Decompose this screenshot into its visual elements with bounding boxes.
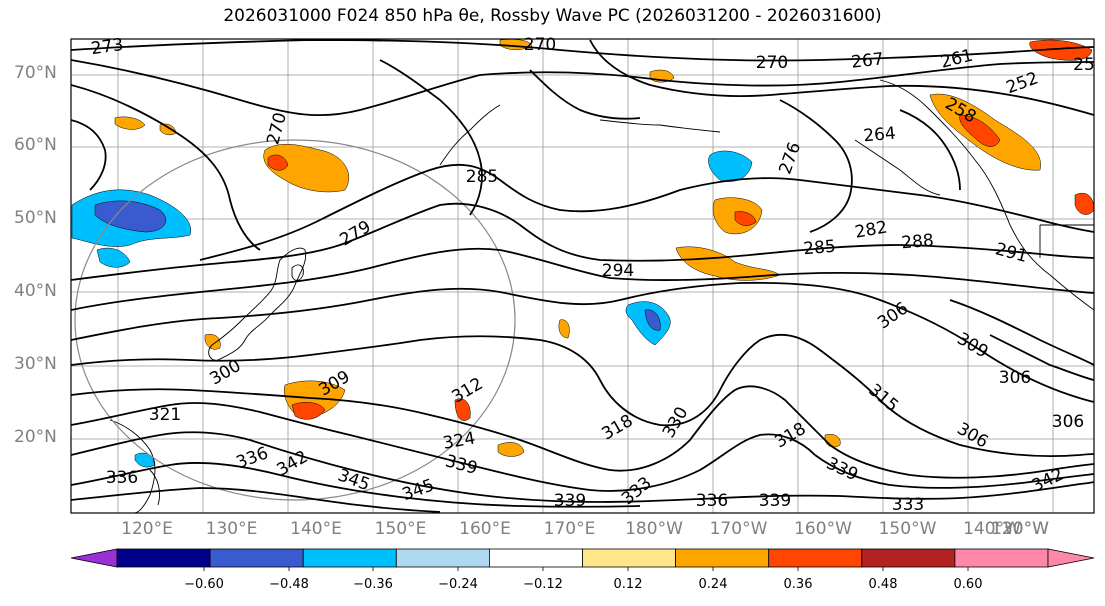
colorbar-tick-label: 0.12 (613, 577, 643, 592)
lon-label: 140°E (290, 519, 342, 539)
colorbar-tick-label: 0.24 (698, 577, 728, 592)
contour-label: 336 (696, 491, 728, 511)
contour-label: 306 (1052, 412, 1084, 432)
colorbar (70, 548, 1095, 571)
colorbar-tick-label: 0.60 (953, 577, 983, 592)
map-title: 2026031000 F024 850 hPa θe, Rossby Wave … (223, 6, 882, 26)
lon-label: 120°E (121, 519, 173, 539)
rossby-wave-circle (74, 139, 516, 501)
lon-label: 180°W (625, 519, 683, 539)
colorbar-bin (395, 548, 490, 568)
colorbar-bin (209, 548, 304, 568)
contour-label: 336 (106, 468, 138, 488)
colorbar-bin (582, 548, 676, 568)
contour-label: 25 (1073, 55, 1095, 75)
colorbar-bin (488, 548, 583, 568)
map-border (70, 38, 1095, 514)
lat-label: 70°N (14, 63, 57, 83)
lat-label: 40°N (14, 281, 57, 301)
contour-label: 339 (759, 491, 791, 511)
contour-label: 285 (466, 167, 498, 187)
lat-label: 20°N (14, 427, 57, 447)
coastlines (109, 79, 1094, 513)
contour-label: 333 (892, 495, 924, 515)
contour-label: 339 (554, 491, 586, 511)
lat-label: 60°N (14, 135, 57, 155)
colorbar-bin (954, 548, 1049, 568)
lon-label: 160°E (459, 519, 511, 539)
contour-label: 321 (149, 405, 181, 425)
lat-label: 30°N (14, 354, 57, 374)
theta-e-contours (71, 39, 1094, 513)
colorbar-tick-label: −0.60 (184, 577, 224, 592)
lon-label: 150°E (374, 519, 427, 539)
contour-label: 264 (863, 124, 897, 147)
contour-label: 270 (524, 35, 556, 55)
colorbar-bin (302, 548, 397, 568)
lon-label: 120°W (991, 519, 1049, 539)
contour-label: 267 (850, 49, 884, 72)
colorbar-tick-label: −0.36 (353, 577, 393, 592)
colorbar-min-extension (70, 548, 118, 568)
lon-label: 130°W (991, 519, 1049, 539)
lon-label: 140°W (963, 519, 1021, 539)
lon-label: 160°W (794, 519, 852, 539)
colorbar-tick-label: −0.24 (438, 577, 478, 592)
graticule (71, 39, 1094, 513)
lon-label: 170°E (543, 519, 596, 539)
lon-label: 170°W (709, 519, 768, 539)
contour-label: 285 (803, 237, 837, 260)
colorbar-tick-label: −0.12 (523, 577, 563, 592)
colorbar-bin (675, 548, 770, 568)
anomaly-fills (71, 39, 1094, 468)
contour-label: 306 (999, 368, 1031, 388)
contour-label: 273 (90, 35, 125, 59)
colorbar-tick-label: 0.36 (783, 577, 813, 592)
colorbar-bin (768, 548, 863, 568)
contour-label: 294 (602, 261, 634, 281)
colorbar-bin (116, 548, 211, 568)
lon-label: 130°E (205, 519, 258, 539)
lat-label: 50°N (14, 208, 57, 228)
colorbar-max-extension (1047, 548, 1095, 568)
contour-label: 288 (901, 231, 935, 254)
colorbar-bin (861, 548, 956, 568)
contour-label: 270 (756, 53, 788, 73)
colorbar-tick-label: −0.48 (269, 577, 309, 592)
lon-label: 150°W (878, 519, 937, 539)
colorbar-tick-label: 0.48 (868, 577, 898, 592)
